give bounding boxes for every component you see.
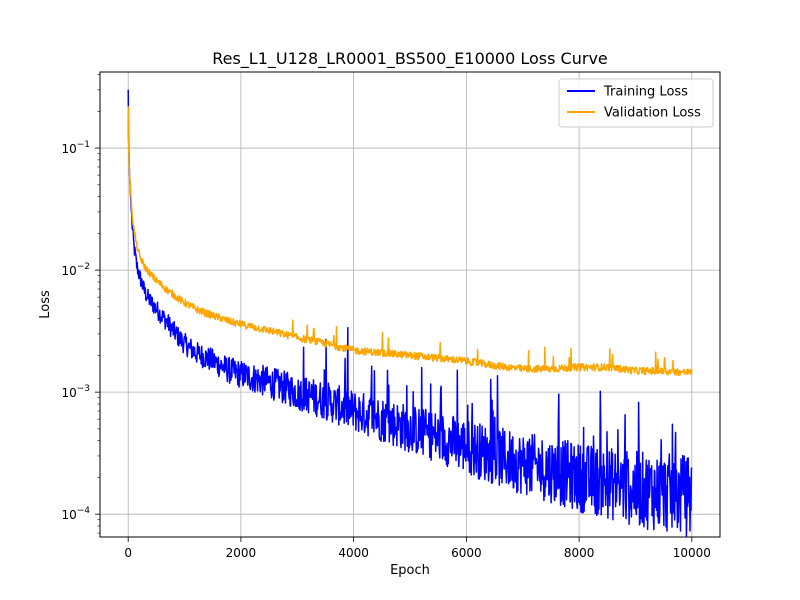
validation-loss-line xyxy=(127,106,693,377)
legend-label-validation: Validation Loss xyxy=(604,106,701,121)
plot-frame xyxy=(99,71,721,538)
series-layer xyxy=(127,89,693,537)
x-tick-label: 8000 xyxy=(564,546,595,560)
x-tick-label: 0 xyxy=(124,546,132,560)
x-tick-label: 6000 xyxy=(451,546,482,560)
y-tick-exponent: −4 xyxy=(77,506,91,516)
x-tick-label: 4000 xyxy=(338,546,369,560)
x-tick-label: 10000 xyxy=(673,546,711,560)
legend-box xyxy=(558,78,714,128)
y-axis-label: Loss xyxy=(38,290,53,319)
x-tick-label: 2000 xyxy=(226,546,257,560)
legend-label-training: Training Loss xyxy=(603,85,688,100)
x-axis-label: Epoch xyxy=(390,563,430,578)
legend: Training Loss Validation Loss xyxy=(558,78,714,128)
y-tick-exponent: −1 xyxy=(77,140,90,150)
training-loss-line xyxy=(127,89,693,537)
grid-lines xyxy=(100,72,720,537)
y-tick-exponent: −2 xyxy=(77,262,90,272)
y-tick-exponent: −3 xyxy=(77,384,90,394)
x-axis-ticks: 0 2000 4000 6000 8000 10000 xyxy=(124,537,711,560)
chart-title: Res_L1_U128_LR0001_BS500_E10000 Loss Cur… xyxy=(212,49,608,69)
